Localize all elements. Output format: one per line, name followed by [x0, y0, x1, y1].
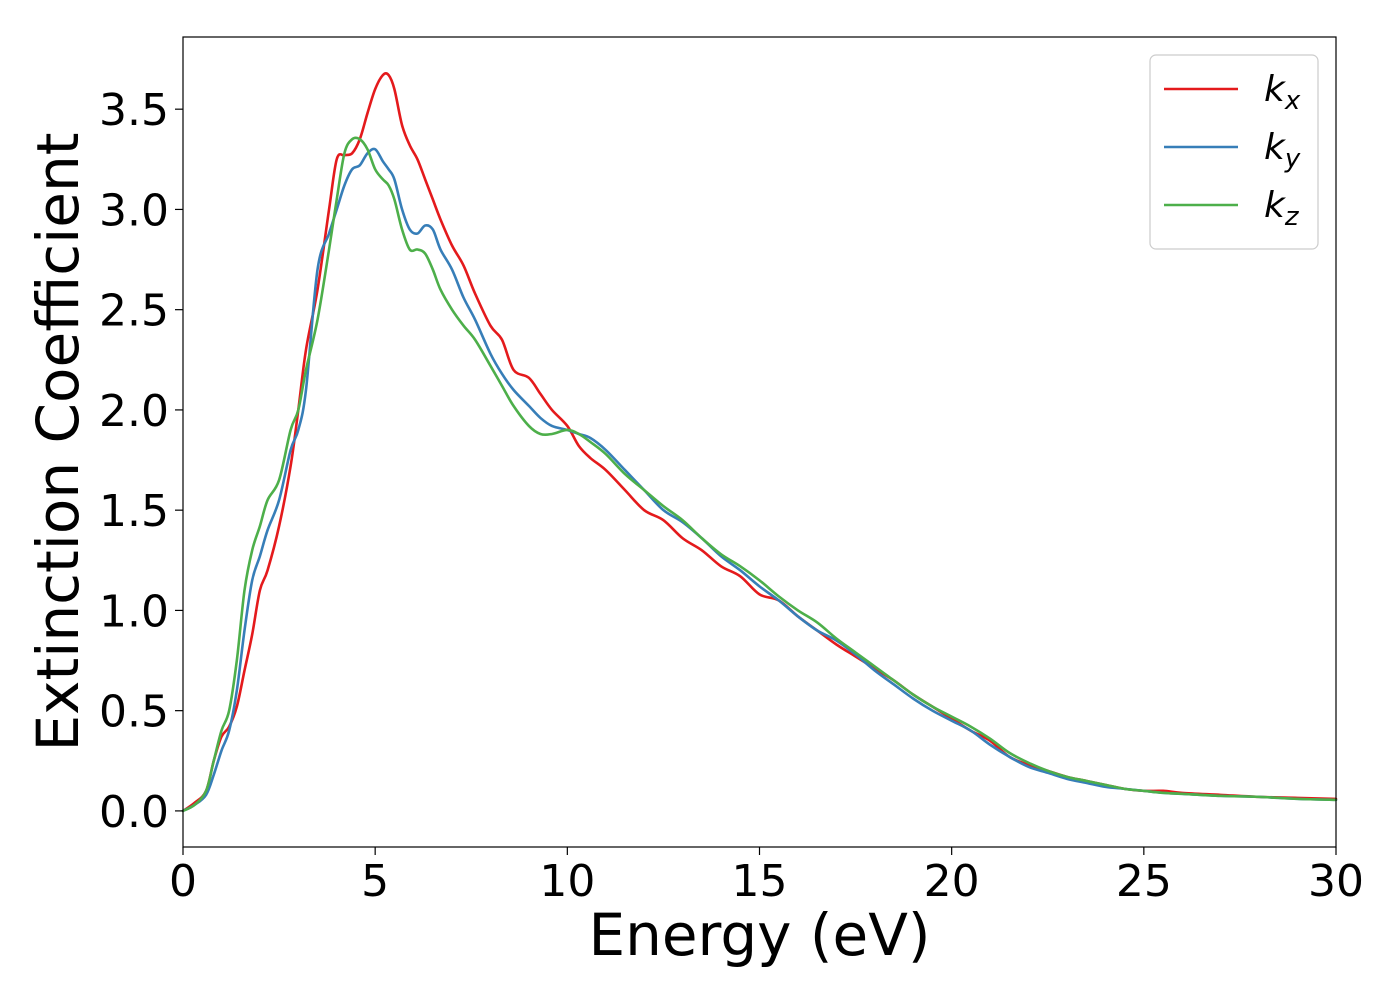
- y-tick-label: 0.0: [99, 787, 169, 838]
- x-tick-label: 5: [361, 856, 389, 907]
- legend-label-kx: kx: [1264, 69, 1301, 116]
- y-tick-label: 2.5: [99, 286, 169, 337]
- x-tick-label: 20: [924, 856, 980, 907]
- y-tick-label: 1.0: [99, 586, 169, 637]
- legend-label-ky: ky: [1264, 127, 1301, 174]
- x-tick-label: 15: [732, 856, 788, 907]
- x-axis-title: Energy (eV): [588, 901, 930, 969]
- x-tick-label: 25: [1116, 856, 1172, 907]
- y-tick-label: 2.0: [99, 386, 169, 437]
- y-axis-ticks: 0.0 0.5 1.0 1.5 2.0 2.5 3.0 3.5: [99, 85, 183, 838]
- series-line-ky: [181, 147, 1338, 813]
- y-tick-label: 1.5: [99, 486, 169, 537]
- legend-label-kz: kz: [1264, 185, 1300, 232]
- y-axis-title: Extinction Coefficient: [24, 133, 92, 752]
- x-tick-label: 10: [539, 856, 595, 907]
- x-tick-label: 0: [169, 856, 197, 907]
- legend-box: [1149, 54, 1319, 250]
- y-tick-label: 0.5: [99, 687, 169, 738]
- x-axis-ticks: 0 5 10 15 20 25 30: [169, 847, 1364, 907]
- series-line-kz: [181, 136, 1338, 813]
- y-tick-label: 3.5: [99, 85, 169, 136]
- legend: kx ky kz: [1149, 54, 1319, 250]
- series-layer: [181, 72, 1338, 813]
- x-tick-label: 30: [1308, 856, 1364, 907]
- y-tick-label: 3.0: [99, 185, 169, 236]
